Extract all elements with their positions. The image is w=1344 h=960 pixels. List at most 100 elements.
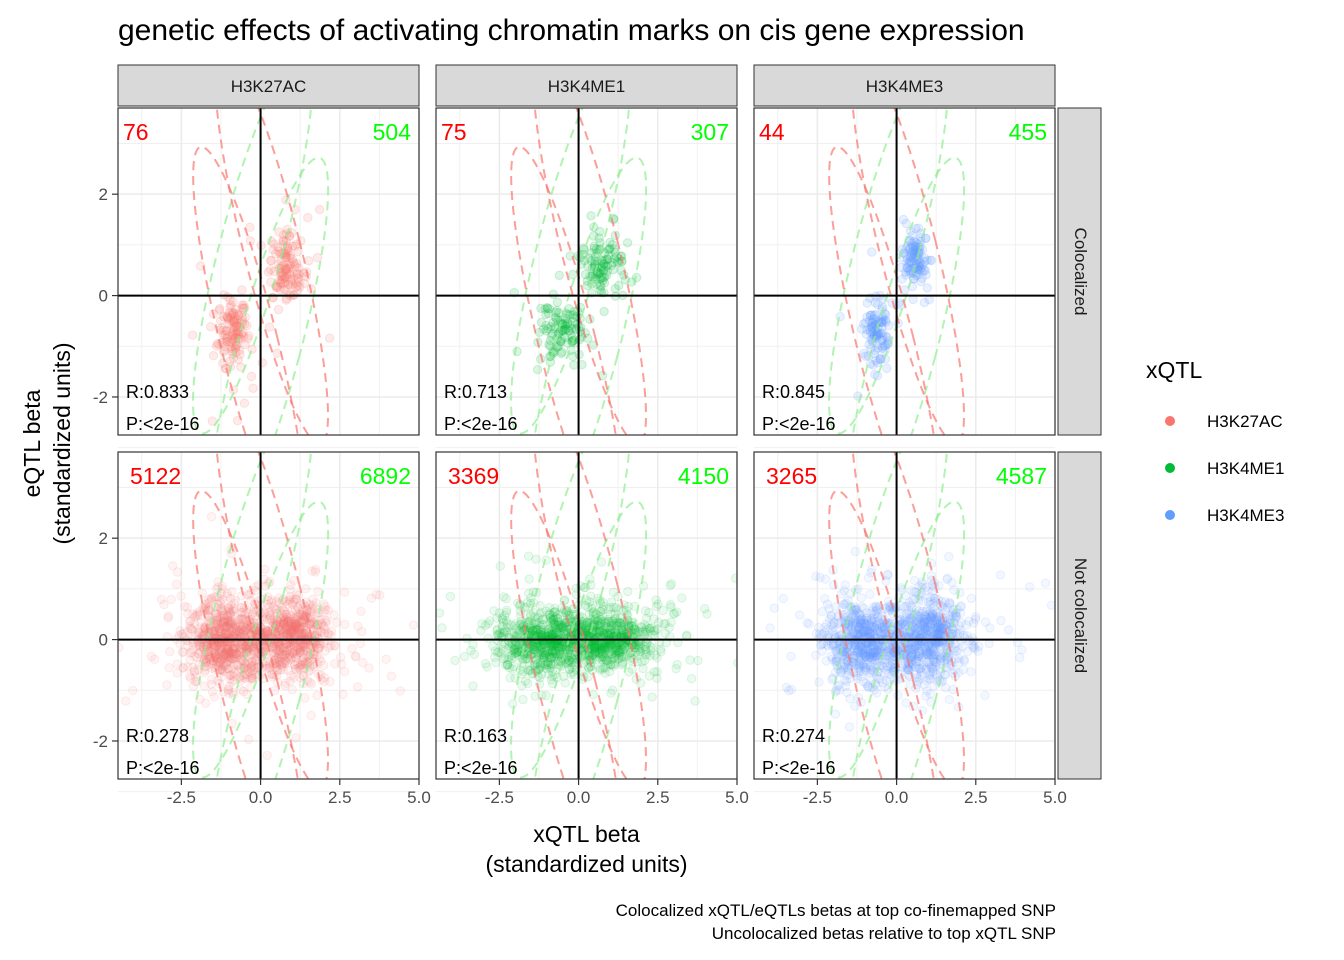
data-point <box>450 655 460 666</box>
data-point <box>201 658 211 668</box>
data-point <box>293 644 303 655</box>
data-point <box>297 615 307 625</box>
data-point <box>228 623 239 633</box>
data-point <box>906 252 916 263</box>
data-point <box>236 685 246 695</box>
data-point <box>599 259 609 269</box>
data-point <box>238 644 248 655</box>
data-point <box>347 643 357 654</box>
data-point <box>586 256 597 266</box>
data-point <box>223 313 233 324</box>
data-point <box>223 616 234 626</box>
data-point <box>516 611 526 621</box>
data-point <box>285 591 295 602</box>
data-point <box>293 273 303 283</box>
data-point <box>865 310 875 321</box>
data-point <box>219 658 229 668</box>
data-point <box>225 619 235 630</box>
data-point <box>201 698 211 708</box>
data-point <box>281 284 291 295</box>
data-point <box>275 613 286 623</box>
data-point <box>295 609 306 619</box>
data-point <box>291 594 302 604</box>
data-point <box>507 664 518 674</box>
data-point <box>877 335 887 345</box>
data-point <box>292 650 302 660</box>
data-point <box>531 554 541 564</box>
data-point <box>320 605 331 615</box>
data-point <box>608 257 618 268</box>
data-point <box>283 645 293 655</box>
data-point <box>239 300 249 310</box>
data-point <box>217 323 227 333</box>
data-point <box>295 623 305 633</box>
data-point <box>310 567 321 577</box>
data-point <box>286 626 296 637</box>
data-point <box>280 263 291 273</box>
data-point <box>212 609 222 619</box>
data-point <box>218 620 228 630</box>
data-point <box>557 334 567 344</box>
data-point <box>319 599 329 609</box>
data-point <box>224 308 235 318</box>
data-point <box>297 655 307 666</box>
data-point <box>218 617 229 628</box>
data-point <box>323 629 334 640</box>
data-point <box>168 561 178 571</box>
data-point <box>300 642 310 652</box>
data-point <box>229 321 240 332</box>
data-point <box>238 328 248 338</box>
data-point <box>279 618 289 628</box>
data-point <box>229 675 239 685</box>
concordance-ellipse <box>843 156 966 435</box>
data-point <box>210 629 220 639</box>
data-point <box>286 627 296 637</box>
data-point <box>221 628 231 638</box>
data-point <box>445 591 456 602</box>
x-tick-label: 2.5 <box>328 788 352 807</box>
data-point <box>585 271 595 282</box>
data-point <box>214 658 224 668</box>
data-point <box>588 231 599 241</box>
data-point <box>944 551 954 562</box>
data-point <box>877 314 887 324</box>
data-point <box>584 253 594 263</box>
data-point <box>191 640 202 651</box>
data-point <box>200 665 210 675</box>
data-point <box>290 282 301 292</box>
data-point <box>227 718 237 729</box>
data-point <box>275 646 285 657</box>
data-point <box>523 678 533 689</box>
data-point <box>280 650 290 660</box>
data-point <box>276 649 287 660</box>
data-point <box>867 318 877 328</box>
data-point <box>217 584 228 594</box>
data-point <box>880 315 891 325</box>
data-point <box>883 645 893 655</box>
data-point <box>229 317 239 328</box>
data-point <box>227 334 237 344</box>
data-point <box>869 314 879 324</box>
data-point <box>276 270 286 280</box>
data-point <box>299 621 309 631</box>
data-point <box>778 593 788 604</box>
data-point <box>685 655 695 665</box>
data-point <box>290 278 301 288</box>
data-point <box>311 611 321 621</box>
data-point <box>298 656 308 667</box>
data-point <box>299 278 310 288</box>
data-point <box>229 308 239 318</box>
data-point <box>270 648 281 658</box>
data-point <box>539 324 549 334</box>
data-point <box>907 231 917 241</box>
data-point <box>279 273 290 283</box>
data-point <box>291 612 301 622</box>
data-point <box>235 621 245 632</box>
data-point <box>908 242 918 253</box>
facet-strip-row-label: Colocalized <box>1071 228 1090 316</box>
data-point <box>214 638 225 648</box>
data-point <box>288 616 299 627</box>
data-point <box>572 306 583 316</box>
data-point <box>371 589 382 600</box>
data-point <box>228 649 238 659</box>
